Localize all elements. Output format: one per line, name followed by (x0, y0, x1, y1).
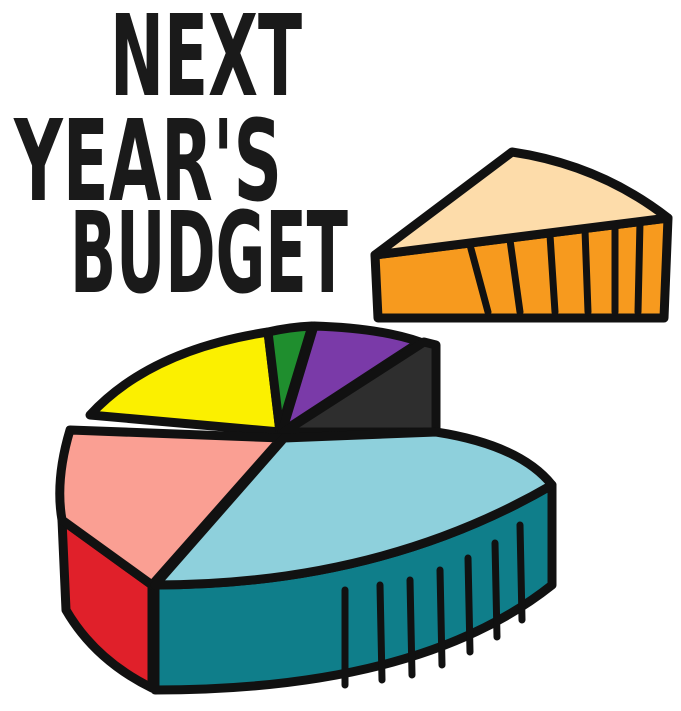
slice-stripes (466, 218, 644, 316)
title: NEXT YEAR'S BUDGET (13, 0, 348, 319)
slice-cream-top (370, 147, 673, 260)
title-line: BUDGET (70, 189, 348, 319)
slice-blue (150, 427, 557, 590)
slice-yellow (85, 327, 285, 437)
slice-pink (55, 425, 287, 590)
title-line: YEAR'S (13, 97, 282, 227)
slice-purple (277, 321, 425, 437)
title-line: NEXT (110, 0, 302, 122)
side-stripes (341, 521, 526, 689)
pie (55, 147, 673, 695)
